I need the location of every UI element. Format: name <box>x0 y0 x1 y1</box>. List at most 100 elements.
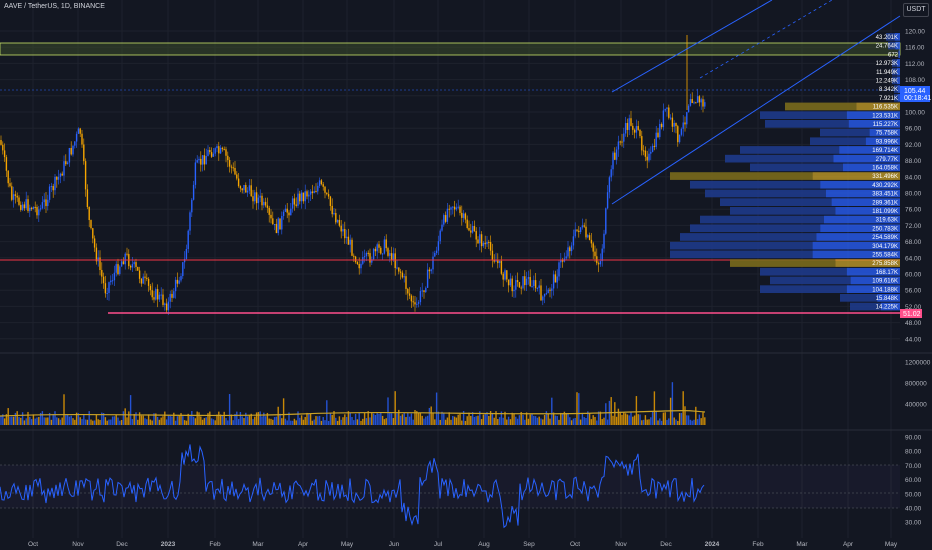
profile-bar-up <box>886 33 895 41</box>
candle-body <box>331 205 333 215</box>
profile-volume-label: 250.783K <box>872 226 898 232</box>
profile-bar-down <box>895 41 900 50</box>
volume-bar <box>189 415 191 425</box>
volume-bar <box>50 419 53 425</box>
candle-body <box>236 174 238 179</box>
candle-body <box>374 248 377 252</box>
price-axis[interactable]: 120.00116.00112.00108.00104.00100.0096.0… <box>905 29 925 344</box>
volume-bar <box>18 417 20 425</box>
volume-bar <box>455 417 458 425</box>
candle-body <box>495 260 497 262</box>
candle-body <box>518 282 521 288</box>
volume-bar <box>434 419 436 425</box>
candle-body <box>3 150 6 158</box>
candle-body <box>99 257 101 270</box>
profile-bar-up <box>894 93 898 102</box>
currency-button[interactable]: USDT <box>903 3 929 17</box>
price-tick-label: 44.00 <box>905 336 922 343</box>
candle-body <box>214 148 216 154</box>
candle-body <box>630 118 632 126</box>
candle-body <box>129 266 132 268</box>
channel-upper-line[interactable] <box>611 0 773 93</box>
volume-bar <box>14 412 17 425</box>
volume-bar <box>704 417 706 425</box>
volume-bar <box>0 416 2 425</box>
volume-bar <box>304 417 306 425</box>
volume-bar <box>65 415 67 425</box>
channel-lower-line[interactable] <box>611 15 901 205</box>
volume-bar <box>385 418 387 425</box>
volume-bar <box>657 420 659 425</box>
volume-bar <box>399 415 402 425</box>
volume-bar <box>432 412 434 425</box>
volume-bar <box>446 417 449 425</box>
volume-bar <box>27 411 29 425</box>
candle-body <box>347 236 350 245</box>
symbol-title[interactable]: AAVE / TetherUS, 1D, BINANCE <box>4 3 105 10</box>
volume-bar <box>453 416 456 425</box>
volume-bar <box>662 412 665 425</box>
rsi-axis[interactable]: 90.00 80.00 70.00 60.00 50.00 40.00 30.00 <box>905 435 922 527</box>
volume-bar <box>203 418 206 425</box>
volume-bar <box>473 416 476 425</box>
volume-bar <box>509 419 512 425</box>
volume-bar <box>653 391 656 425</box>
grid-lines <box>0 0 900 538</box>
volume-bar <box>515 416 517 425</box>
volume-bar <box>347 411 350 425</box>
volume-bar <box>621 414 623 425</box>
candle-body <box>221 147 224 150</box>
candle-body <box>313 191 315 194</box>
candle-body <box>126 253 128 255</box>
volume-tick-label: 400000 <box>905 402 927 409</box>
volume-bar <box>178 415 180 425</box>
resistance-zone[interactable] <box>0 42 901 56</box>
candle-body <box>407 288 409 294</box>
candle-body <box>344 228 346 239</box>
time-label: Aug <box>478 541 490 548</box>
profile-volume-label: 8.342K <box>879 87 898 93</box>
volume-bar <box>83 414 85 425</box>
volume-bar <box>648 419 650 425</box>
candle-body <box>619 141 621 143</box>
profile-bar-down <box>839 146 900 154</box>
volume-bar <box>437 411 440 425</box>
candle-body <box>689 99 692 106</box>
candle-body <box>295 204 297 206</box>
candle-body <box>0 140 2 145</box>
volume-bar <box>227 420 229 425</box>
volume-bar <box>491 412 494 425</box>
volume-axis[interactable]: 1200000 800000 400000 <box>905 360 931 409</box>
candle-body <box>390 253 393 260</box>
volume-bar <box>687 415 690 425</box>
volume-bar <box>61 417 63 425</box>
time-axis[interactable]: Oct Nov Dec 2023 Feb Mar Apr May Jun Jul Aug Sep Oct… <box>28 541 898 548</box>
volume-bar <box>479 411 481 425</box>
volume-bar <box>56 417 58 425</box>
volume-bar <box>599 411 602 425</box>
candle-body <box>610 169 612 178</box>
candle-body <box>522 276 524 289</box>
candle-body <box>257 197 260 204</box>
volume-bar <box>416 411 418 425</box>
candle-body <box>486 241 488 245</box>
volume-bar <box>369 417 371 425</box>
candle-body <box>515 280 517 290</box>
volume-bar <box>536 417 539 425</box>
profile-bar-down <box>846 111 900 119</box>
volume-bar <box>261 416 263 425</box>
candle-body <box>255 192 258 204</box>
candle-body <box>565 256 567 259</box>
candle-body <box>293 198 296 205</box>
candle-body <box>644 150 647 157</box>
profile-bar-down <box>824 215 900 224</box>
candle-body <box>502 273 504 280</box>
candle-body <box>628 118 630 130</box>
price-tick-label: 84.00 <box>905 174 922 181</box>
time-label: Sep <box>523 541 535 548</box>
volume-bar <box>527 418 530 425</box>
volume-bar <box>102 413 105 425</box>
volume-bar <box>606 419 609 425</box>
candle-body <box>500 260 503 274</box>
